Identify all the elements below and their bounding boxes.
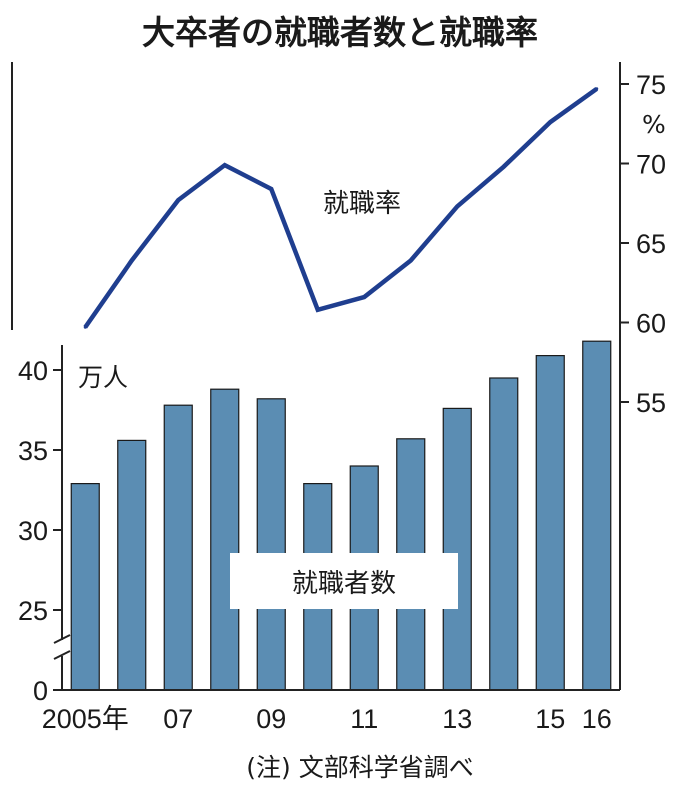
line-series-label: 就職率 — [323, 189, 401, 219]
left-tick-label: 35 — [18, 436, 48, 466]
bar — [70, 483, 100, 691]
left-tick-label: 0 — [33, 676, 48, 706]
bar — [210, 388, 240, 691]
bar — [442, 407, 472, 691]
line-unit-label: % — [642, 110, 666, 139]
axis-break-mark — [53, 634, 71, 644]
bar — [582, 340, 612, 691]
x-tick-label: 11 — [350, 704, 378, 734]
chart-title: 大卒者の就職者数と就職率 — [142, 13, 538, 52]
rate-point — [316, 308, 320, 312]
x-tick-label: 15 — [535, 704, 565, 734]
rate-point — [595, 87, 599, 91]
bar-unit-label: 万人 — [78, 363, 128, 392]
rate-point — [176, 198, 180, 202]
rate-point — [269, 187, 273, 191]
rate-point — [455, 204, 459, 208]
bar-series-label: 就職者数 — [292, 569, 396, 599]
right-tick-label: 70 — [636, 150, 666, 180]
right-tick-label: 55 — [636, 388, 666, 418]
bar-series-label-box — [230, 553, 458, 609]
left-tick-label: 40 — [18, 356, 48, 386]
bar — [117, 439, 147, 691]
bar — [489, 377, 519, 691]
rate-point — [130, 258, 134, 262]
x-tick-label: 09 — [256, 704, 286, 734]
rate-point — [548, 120, 552, 124]
bar — [256, 398, 286, 691]
source-note: (注) 文部科学省調べ — [246, 753, 473, 782]
left-tick-label: 25 — [18, 596, 48, 626]
bar — [535, 355, 565, 691]
rate-point — [502, 165, 506, 169]
right-tick-label: 65 — [636, 229, 666, 259]
left-tick-label: 30 — [18, 516, 48, 546]
right-tick-label: 75 — [636, 70, 666, 100]
x-tick-label: 13 — [442, 704, 472, 734]
right-tick-label: 60 — [636, 309, 666, 339]
axis-break-mark — [53, 650, 71, 660]
x-tick-label: 2005年 — [42, 704, 129, 734]
bar — [163, 404, 193, 691]
rate-point — [83, 325, 87, 329]
x-tick-label: 07 — [163, 704, 193, 734]
rate-point — [362, 295, 366, 299]
x-tick-label: 16 — [582, 704, 612, 734]
rate-point — [223, 163, 227, 167]
rate-point — [409, 258, 413, 262]
rate-line — [83, 86, 599, 329]
